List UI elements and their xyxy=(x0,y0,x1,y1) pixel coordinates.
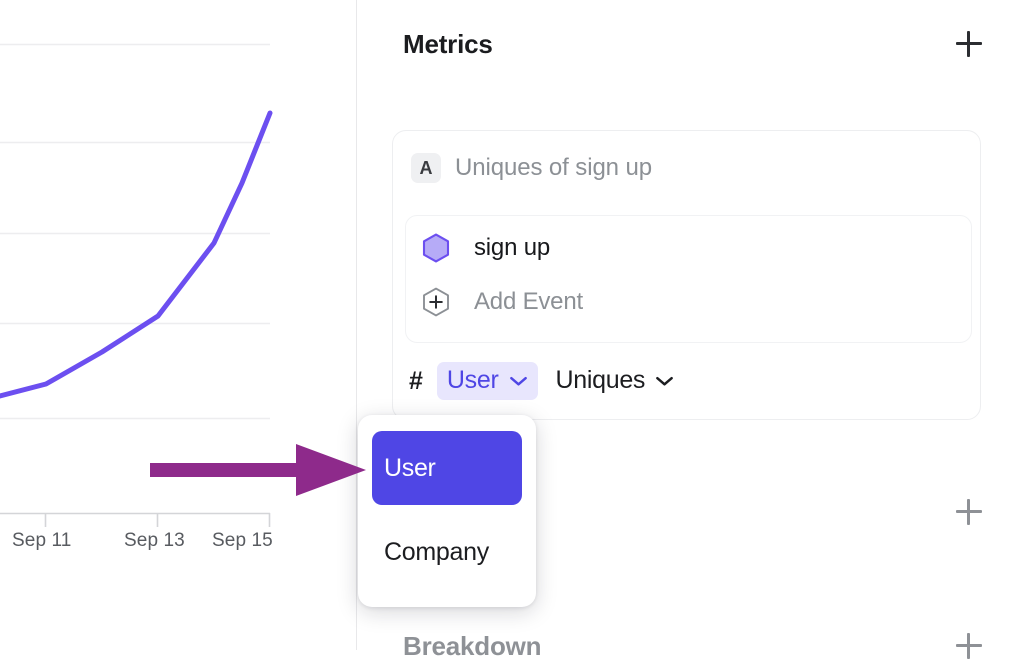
breakdown-title: Breakdown xyxy=(403,630,542,661)
event-label-add-event: Add Event xyxy=(474,288,583,315)
secondary-section-header xyxy=(403,497,984,527)
chart-panel: Sep 11 Sep 13 Sep 15 xyxy=(0,0,356,650)
chart-gridlines xyxy=(0,43,270,420)
metric-card-title-row: A Uniques of sign up xyxy=(411,153,652,183)
metric-card: A Uniques of sign up sign up Add Event xyxy=(392,130,981,420)
panel-divider xyxy=(356,0,357,650)
event-label-sign-up: sign up xyxy=(474,234,550,261)
scope-menu-option-user[interactable]: User xyxy=(372,431,522,505)
chevron-down-icon xyxy=(656,376,673,386)
aggregation-type-dropdown-trigger[interactable]: Uniques xyxy=(546,362,685,400)
breakdown-section-header: Breakdown xyxy=(403,628,984,664)
metric-letter-badge: A xyxy=(411,153,441,183)
scope-dropdown-trigger[interactable]: User xyxy=(436,362,538,400)
add-breakdown-plus-icon[interactable] xyxy=(954,631,984,661)
x-axis-tick-label-1: Sep 11 xyxy=(12,530,72,551)
chart-series-line xyxy=(0,110,273,399)
x-axis-tick-label-2: Sep 13 xyxy=(124,530,185,551)
event-row-add-event[interactable]: Add Event xyxy=(420,280,583,324)
aggregation-type-value: Uniques xyxy=(555,366,646,394)
scope-menu-option-company[interactable]: Company xyxy=(384,537,489,566)
x-axis-tick-label-3: Sep 15 xyxy=(212,530,273,551)
chart-x-axis xyxy=(0,512,271,527)
scope-dropdown-value: User xyxy=(446,366,499,394)
scope-dropdown-menu: User Company xyxy=(358,415,536,607)
metrics-section-header: Metrics xyxy=(403,26,984,62)
metric-card-title: Uniques of sign up xyxy=(455,154,652,181)
line-chart xyxy=(0,43,273,527)
hexagon-filled-icon xyxy=(422,233,450,263)
event-row-sign-up[interactable]: sign up xyxy=(420,226,550,270)
metrics-title: Metrics xyxy=(403,28,493,59)
hash-symbol-icon: # xyxy=(409,366,423,395)
chevron-down-icon xyxy=(509,376,527,386)
hexagon-plus-icon xyxy=(423,287,449,317)
add-secondary-plus-icon[interactable] xyxy=(954,497,984,527)
events-card: sign up Add Event xyxy=(405,215,972,343)
aggregation-row: # User Uniques xyxy=(409,361,684,401)
add-metric-plus-icon[interactable] xyxy=(954,29,984,59)
